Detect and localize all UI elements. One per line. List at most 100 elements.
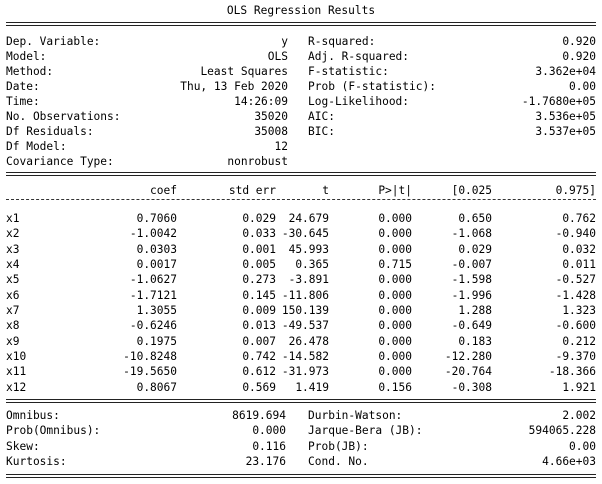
table-row: x8 -0.6246 0.013 -49.537 0.000 -0.649 -0.600 bbox=[0, 318, 602, 333]
summary-label: Df Model: bbox=[6, 140, 67, 153]
diagnostic-value: 23.176 bbox=[245, 454, 286, 468]
diagnostic-value: 0.000 bbox=[252, 424, 286, 438]
table-cell: -0.649 bbox=[451, 319, 492, 333]
table-row: x6 -1.7121 0.145 -11.806 0.000 -1.996 -1.428 bbox=[0, 288, 602, 303]
table-cell: 0.000 bbox=[378, 365, 412, 379]
table-row: x11 -19.5650 0.612 -31.973 0.000 -20.764 -18.3… bbox=[0, 364, 602, 379]
table-cell: 0.612 bbox=[242, 365, 276, 379]
row-name: x11 bbox=[6, 365, 27, 379]
table-cell: 0.145 bbox=[242, 288, 276, 302]
summary-value: OLS bbox=[267, 50, 288, 63]
table-cell: 0.029 bbox=[458, 242, 492, 256]
column-header: [0.025 bbox=[451, 184, 492, 197]
table-cell: -3.891 bbox=[288, 273, 329, 287]
summary-row: AIC: 3.536e+05 bbox=[0, 109, 602, 124]
table-cell: -1.428 bbox=[555, 288, 596, 302]
table-cell: 0.001 bbox=[242, 242, 276, 256]
table-cell: 0.000 bbox=[378, 273, 412, 287]
summary-value: 3.536e+05 bbox=[535, 110, 596, 123]
summary-label: Date: bbox=[6, 80, 40, 93]
summary-row: No. Observations: 35020 bbox=[0, 109, 602, 124]
table-cell: -20.764 bbox=[444, 365, 492, 379]
column-header: t bbox=[322, 184, 329, 197]
summary-value: 0.00 bbox=[569, 80, 596, 93]
table-cell: 1.288 bbox=[458, 304, 492, 317]
diagnostic-row: Prob(JB): 0.00 bbox=[0, 439, 602, 454]
table-cell: -1.0042 bbox=[129, 227, 177, 241]
table-cell: 0.212 bbox=[562, 334, 596, 348]
table-row: x3 0.0303 0.001 45.993 0.000 0.029 0.032 bbox=[0, 242, 602, 257]
summary-row: F-statistic: 3.362e+04 bbox=[0, 64, 602, 79]
table-cell: 0.009 bbox=[242, 304, 276, 317]
summary-value: 35020 bbox=[254, 110, 288, 123]
table-cell: 0.156 bbox=[378, 380, 412, 394]
row-name: x6 bbox=[6, 288, 20, 302]
summary-row: Df Model: 12 bbox=[0, 139, 602, 154]
table-row: x7 1.3055 0.009 150.139 0.000 1.288 1.323 bbox=[0, 303, 602, 318]
double-rule bbox=[6, 474, 596, 478]
table-cell: 1.419 bbox=[295, 380, 329, 394]
table-cell: -31.973 bbox=[281, 365, 329, 379]
table-cell: 0.650 bbox=[458, 212, 492, 225]
table-cell: 0.032 bbox=[562, 242, 596, 256]
double-rule bbox=[6, 172, 596, 176]
table-cell: 0.7060 bbox=[136, 212, 177, 225]
diagnostic-row: Kurtosis: 23.176 bbox=[0, 454, 602, 469]
summary-label: AIC: bbox=[308, 110, 335, 123]
diagnostic-value: 0.00 bbox=[569, 439, 596, 453]
table-row: x12 0.8067 0.569 1.419 0.156 -0.308 1.921 bbox=[0, 380, 602, 395]
diagnostic-label: Skew: bbox=[6, 439, 40, 453]
table-cell: -1.7121 bbox=[129, 288, 177, 302]
summary-label: Covariance Type: bbox=[6, 155, 114, 168]
table-cell: 0.8067 bbox=[136, 380, 177, 394]
summary-row: Time: 14:26:09 bbox=[0, 94, 602, 109]
summary-label: Method: bbox=[6, 65, 54, 78]
row-name: x2 bbox=[6, 227, 20, 241]
summary-row: BIC: 3.537e+05 bbox=[0, 124, 602, 139]
column-header: coef bbox=[150, 184, 177, 197]
table-cell: 0.1975 bbox=[136, 334, 177, 348]
table-cell: -14.582 bbox=[281, 350, 329, 363]
summary-row: Covariance Type: nonrobust bbox=[0, 154, 602, 169]
table-cell: -49.537 bbox=[281, 319, 329, 333]
table-cell: 0.033 bbox=[242, 227, 276, 241]
table-cell: -19.5650 bbox=[123, 365, 177, 379]
column-header: 0.975] bbox=[555, 184, 596, 197]
diagnostic-row: Omnibus: 8619.694 bbox=[0, 408, 602, 423]
dashed-rule bbox=[6, 199, 596, 200]
summary-value: 14:26:09 bbox=[234, 95, 288, 108]
summary-value: 3.537e+05 bbox=[535, 125, 596, 138]
table-row: x4 0.0017 0.005 0.365 0.715 -0.007 0.011 bbox=[0, 257, 602, 272]
diagnostic-row: Prob(Omnibus): 0.000 bbox=[0, 423, 602, 438]
table-cell: 0.0303 bbox=[136, 242, 177, 256]
table-cell: 1.921 bbox=[562, 380, 596, 394]
diagnostic-value: 2.002 bbox=[562, 409, 596, 422]
table-cell: 0.762 bbox=[562, 212, 596, 225]
table-cell: -0.527 bbox=[555, 273, 596, 287]
table-cell: 0.000 bbox=[378, 319, 412, 333]
table-cell: -30.645 bbox=[281, 227, 329, 241]
column-header: P>|t| bbox=[378, 184, 412, 197]
table-cell: -11.806 bbox=[281, 288, 329, 302]
summary-row: Dep. Variable: y bbox=[0, 34, 602, 49]
double-rule bbox=[6, 22, 596, 26]
table-cell: -10.8248 bbox=[123, 350, 177, 363]
double-rule bbox=[6, 399, 596, 403]
table-row: x5 -1.0627 0.273 -3.891 0.000 -1.598 -0.527 bbox=[0, 272, 602, 287]
summary-row: Model: OLS bbox=[0, 49, 602, 64]
summary-value: 12 bbox=[274, 140, 288, 153]
diagnostic-label: Cond. No. bbox=[308, 454, 369, 468]
summary-label: Prob (F-statistic): bbox=[308, 80, 436, 93]
table-cell: 0.715 bbox=[378, 258, 412, 271]
row-name: x9 bbox=[6, 334, 20, 348]
table-cell: -0.007 bbox=[451, 258, 492, 271]
diagnostic-label: Prob(Omnibus): bbox=[6, 424, 101, 438]
summary-value: Least Squares bbox=[200, 65, 288, 78]
table-cell: 1.323 bbox=[562, 304, 596, 317]
table-cell: -0.308 bbox=[451, 380, 492, 394]
diagnostic-label: Kurtosis: bbox=[6, 454, 67, 468]
row-name: x10 bbox=[6, 350, 27, 363]
table-cell: 0.000 bbox=[378, 288, 412, 302]
table-row: x2 -1.0042 0.033 -30.645 0.000 -1.068 -0.940 bbox=[0, 226, 602, 241]
